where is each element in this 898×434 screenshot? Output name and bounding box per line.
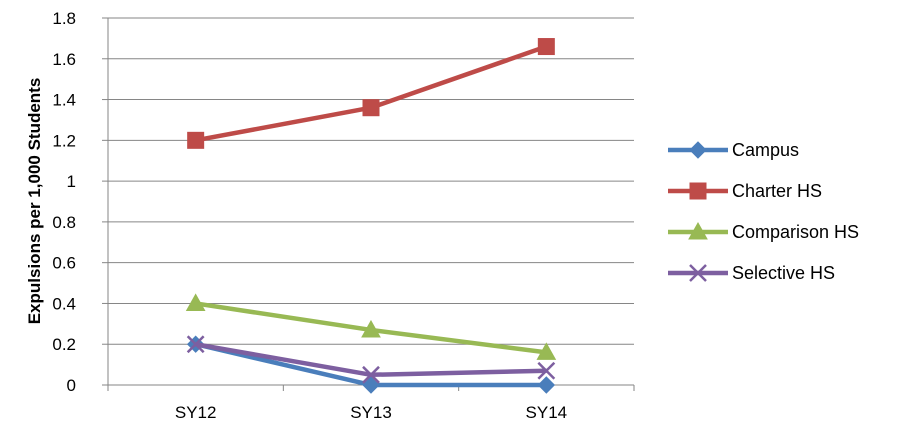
series-line — [195, 342, 547, 378]
data-point — [536, 342, 557, 360]
data-point — [537, 361, 556, 380]
marker-stroke — [689, 264, 707, 282]
series — [185, 38, 557, 394]
legend-swatch-marker — [688, 221, 708, 240]
series-charter-hs — [187, 38, 555, 149]
legend-entry: Charter HS — [668, 181, 822, 201]
legend-swatch-marker — [689, 141, 707, 159]
data-point — [362, 376, 380, 394]
data-point — [362, 99, 380, 117]
legend-label: Selective HS — [732, 263, 835, 283]
marker-stroke — [186, 335, 205, 354]
data-point — [361, 319, 381, 338]
y-tick-label: 0.2 — [52, 335, 76, 354]
gridlines — [108, 17, 634, 345]
series-selective-hs — [186, 335, 556, 384]
y-tick-label: 0 — [67, 376, 76, 395]
y-tick-label: 1 — [67, 172, 76, 191]
data-point — [186, 335, 205, 354]
data-point — [537, 376, 556, 394]
y-tick-label: 0.4 — [52, 294, 76, 313]
legend-label: Comparison HS — [732, 222, 859, 242]
y-tick-label: 1.6 — [52, 50, 76, 69]
y-axis-title: Expulsions per 1,000 Students — [25, 78, 44, 325]
x-tick-label: SY14 — [526, 403, 568, 422]
y-tick-labels: 0 0.2 0.4 0.6 0.8 1 1.2 1.4 1.6 1.8 — [52, 9, 76, 395]
data-point — [362, 365, 380, 384]
legend-entry: Comparison HS — [668, 221, 859, 242]
marker-stroke — [362, 365, 380, 384]
legend-swatch-marker — [689, 182, 707, 200]
data-point — [537, 38, 555, 56]
x-tick-label: SY12 — [175, 403, 217, 422]
series-comparison-hs — [185, 293, 557, 360]
y-tick-label: 1.2 — [52, 131, 76, 150]
marker-stroke — [537, 361, 556, 380]
y-tick-label: 0.8 — [52, 213, 76, 232]
data-point — [187, 131, 205, 149]
y-tick-label: 0.6 — [52, 254, 76, 273]
x-tick-labels: SY12 SY13 SY14 — [175, 403, 567, 422]
legend-label: Charter HS — [732, 181, 822, 201]
legend: Campus Charter HS Comparison HS Selective H… — [668, 140, 859, 283]
legend-entry: Selective HS — [668, 263, 835, 283]
legend-swatch-marker — [689, 264, 707, 282]
legend-label: Campus — [732, 140, 799, 160]
x-tick-label: SY13 — [350, 403, 392, 422]
y-tick-label: 1.4 — [52, 91, 76, 110]
series-line — [195, 44, 548, 143]
data-point — [185, 293, 206, 311]
legend-entry: Campus — [668, 140, 799, 160]
y-tick-label: 1.8 — [52, 9, 76, 28]
